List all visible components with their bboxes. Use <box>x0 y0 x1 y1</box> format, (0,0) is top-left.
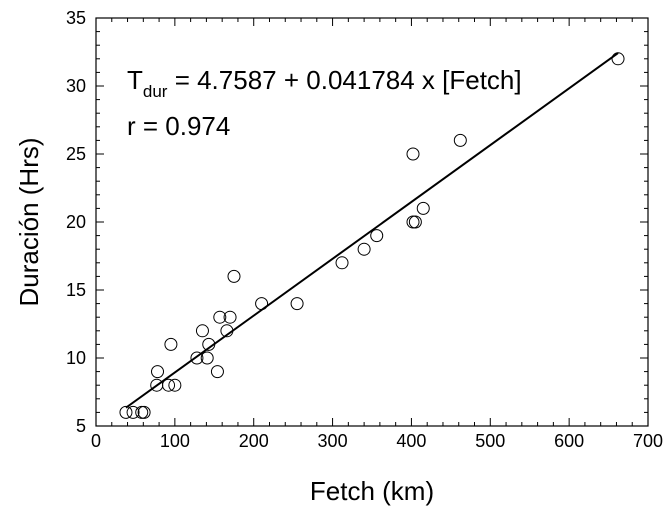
equation-subscript: dur <box>143 82 168 101</box>
axis-ticks <box>95 17 649 427</box>
regression-line <box>125 52 619 409</box>
data-point <box>135 405 149 419</box>
data-point <box>200 351 214 365</box>
data-point <box>223 310 237 324</box>
x-tick-label: 400 <box>396 431 426 451</box>
data-point <box>168 378 182 392</box>
x-tick-label: 0 <box>91 431 101 451</box>
x-tick-label: 500 <box>475 431 505 451</box>
data-point <box>335 256 349 270</box>
data-point <box>227 269 241 283</box>
data-point <box>151 365 165 379</box>
data-point <box>406 147 420 161</box>
x-tick-label: 300 <box>318 431 348 451</box>
data-point <box>290 297 304 311</box>
y-tick-label: 35 <box>66 8 86 28</box>
correlation-annotation: r = 0.974 <box>127 111 230 141</box>
data-point <box>126 405 140 419</box>
x-tick-label: 700 <box>633 431 663 451</box>
data-point <box>611 52 625 66</box>
data-point <box>370 229 384 243</box>
equation-body: = 4.7587 + 0.041784 x [Fetch] <box>167 65 521 95</box>
data-point <box>453 133 467 147</box>
data-point <box>210 365 224 379</box>
data-point <box>357 242 371 256</box>
y-tick-label: 25 <box>66 144 86 164</box>
x-tick-label: 100 <box>160 431 190 451</box>
data-point <box>190 351 204 365</box>
y-tick-label: 5 <box>76 416 86 436</box>
y-tick-label: 20 <box>66 212 86 232</box>
x-axis-label: Fetch (km) <box>310 476 434 506</box>
data-point <box>408 215 422 229</box>
data-point <box>164 337 178 351</box>
tick-labels: 0 100 200 300 400 500 600 700 5 10 15 20 25 30 35 <box>66 8 663 451</box>
data-point <box>137 405 151 419</box>
data-points <box>119 52 625 419</box>
data-point <box>406 215 420 229</box>
data-point <box>416 201 430 215</box>
x-tick-label: 600 <box>554 431 584 451</box>
x-tick-label: 200 <box>239 431 269 451</box>
y-tick-label: 15 <box>66 280 86 300</box>
y-tick-label: 10 <box>66 348 86 368</box>
data-point <box>213 310 227 324</box>
equation-t: T <box>127 65 143 95</box>
equation-annotation: Tdur = 4.7587 + 0.041784 x [Fetch] <box>127 65 522 101</box>
y-axis-label: Duración (Hrs) <box>14 137 44 306</box>
data-point <box>162 378 176 392</box>
data-point <box>119 405 133 419</box>
data-point <box>195 324 209 338</box>
y-tick-label: 30 <box>66 76 86 96</box>
